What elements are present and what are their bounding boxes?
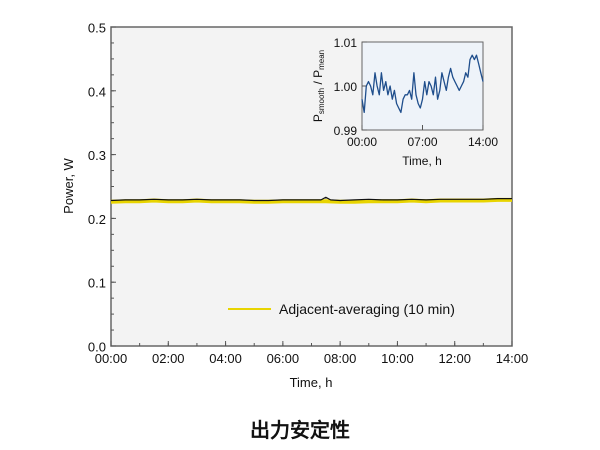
inset-chart: 00:00 07:00 14:00 0.99 1.00 1.01 Time, h Psmo… (311, 36, 498, 168)
raw-power-line (110, 196, 512, 202)
y-tick-label: 0.0 (88, 340, 106, 355)
y-tick-label: 0.3 (88, 148, 106, 163)
y-tick-label: 0.1 (88, 276, 106, 291)
y-tick-label: 1.00 (334, 80, 358, 94)
y-tick-label: 0.5 (88, 21, 106, 36)
y-tick-label: 1.01 (334, 36, 358, 50)
inset-series (361, 54, 484, 114)
inset-plot-area (361, 41, 484, 131)
y-tick-label: 0.99 (334, 124, 358, 138)
x-tick-label: 12:00 (438, 351, 471, 366)
x-tick-label: 00:00 (347, 135, 377, 149)
smoothed-power-line (110, 197, 512, 204)
main-x-axis-label: Time, h (290, 375, 333, 390)
main-y-axis-label: Power, W (61, 157, 76, 213)
x-tick-label: 07:00 (407, 135, 437, 149)
inset-axes-ticks: 00:00 07:00 14:00 0.99 1.00 1.01 (334, 36, 499, 149)
x-tick-label: 04:00 (209, 351, 242, 366)
x-tick-label: 06:00 (267, 351, 300, 366)
x-tick-label: 14:00 (468, 135, 498, 149)
normalized-power-line (361, 54, 484, 114)
main-series (110, 196, 512, 204)
legend: Adjacent-averaging (10 min) (228, 301, 455, 317)
y-tick-label: 0.2 (88, 212, 106, 227)
y-tick-label: 0.4 (88, 84, 106, 99)
inset-x-axis-label: Time, h (402, 154, 442, 168)
x-tick-label: 10:00 (381, 351, 414, 366)
legend-label: Adjacent-averaging (10 min) (279, 301, 455, 317)
x-tick-label: 14:00 (496, 351, 529, 366)
x-tick-label: 00:00 (95, 351, 128, 366)
figure-caption: 出力安定性 (250, 418, 350, 442)
inset-y-axis-label: Psmooth / Pmean (311, 50, 326, 122)
main-axes-ticks: 00:00 02:00 04:00 06:00 08:00 10:00 12:00 14:00… (88, 21, 528, 367)
x-tick-label: 02:00 (152, 351, 185, 366)
x-tick-label: 08:00 (324, 351, 357, 366)
